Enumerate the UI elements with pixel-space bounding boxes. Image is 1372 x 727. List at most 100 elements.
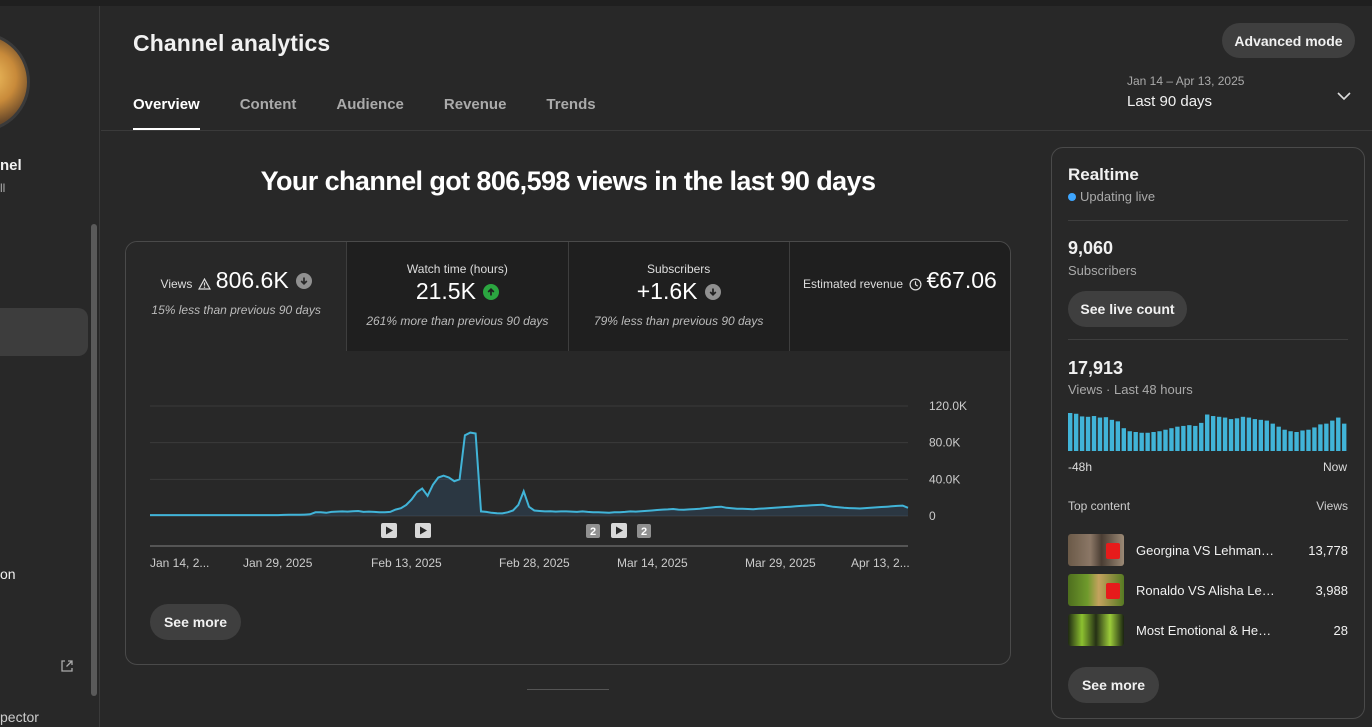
metric-label-wrap: Estimated revenue bbox=[803, 277, 922, 291]
sidebar-scrollbar[interactable] bbox=[91, 224, 97, 696]
realtime-bar[interactable] bbox=[1330, 420, 1335, 451]
top-content-item[interactable]: Ronaldo VS Alisha Lehm... 3,988 bbox=[1068, 574, 1348, 606]
realtime-bar[interactable] bbox=[1133, 432, 1138, 451]
metric-label: Estimated revenue bbox=[802, 277, 903, 291]
realtime-bar[interactable] bbox=[1073, 413, 1079, 451]
metric-estimated-revenue[interactable]: Estimated revenue €67.06 bbox=[789, 242, 1010, 351]
views-headline: Your channel got 806,598 views in the la… bbox=[260, 166, 876, 196]
tab-overview[interactable]: Overview bbox=[133, 96, 200, 130]
see-more-button[interactable]: See more bbox=[150, 604, 241, 640]
realtime-bar[interactable] bbox=[1312, 427, 1317, 451]
views-line[interactable] bbox=[150, 431, 909, 517]
scroll-indicator bbox=[527, 689, 609, 690]
realtime-bar[interactable] bbox=[1127, 431, 1132, 451]
realtime-see-more-button[interactable]: See more bbox=[1068, 667, 1159, 703]
realtime-bar[interactable] bbox=[1240, 416, 1246, 451]
realtime-bar[interactable] bbox=[1324, 423, 1329, 451]
date-range-picker[interactable]: Jan 14 – Apr 13, 2025 Last 90 days bbox=[1127, 74, 1352, 118]
realtime-bar[interactable] bbox=[1085, 416, 1091, 451]
realtime-bar[interactable] bbox=[1294, 432, 1299, 451]
metric-watch-time[interactable]: Watch time (hours) 21.5K 261% more than … bbox=[347, 242, 569, 351]
video-count-marker[interactable]: 2 bbox=[586, 524, 600, 538]
tab-revenue[interactable]: Revenue bbox=[443, 96, 507, 113]
metric-value: 806.6K bbox=[215, 267, 289, 293]
metric-value-wrap: +1.6K bbox=[637, 278, 721, 305]
sidebar-bottom-label[interactable]: pector bbox=[0, 709, 39, 725]
realtime-live-status: Updating live bbox=[1068, 189, 1155, 204]
top-content-item[interactable]: Georgina VS Lehmann V... 13,778 bbox=[1068, 534, 1348, 566]
realtime-bar[interactable] bbox=[1288, 431, 1293, 451]
realtime-bar[interactable] bbox=[1079, 416, 1085, 451]
chevron-down-icon[interactable] bbox=[1336, 88, 1352, 104]
realtime-bar[interactable] bbox=[1282, 429, 1287, 451]
channel-avatar[interactable] bbox=[0, 32, 30, 132]
realtime-bar[interactable] bbox=[1276, 426, 1281, 451]
realtime-bar[interactable] bbox=[1181, 425, 1186, 451]
realtime-bar[interactable] bbox=[1109, 419, 1115, 451]
warning-icon[interactable] bbox=[198, 278, 212, 290]
realtime-bar[interactable] bbox=[1270, 423, 1275, 451]
realtime-views-bars[interactable] bbox=[1068, 413, 1348, 451]
realtime-bar[interactable] bbox=[1121, 428, 1126, 451]
realtime-bar[interactable] bbox=[1115, 421, 1121, 451]
tab-trends[interactable]: Trends bbox=[546, 96, 596, 113]
views-chart[interactable]: 120.0K 80.0K 40.0K 0 2 2 Jan 14, 2... Jan 29, 2… bbox=[126, 351, 1011, 591]
realtime-bar[interactable] bbox=[1163, 429, 1168, 451]
axis-end-label: Now bbox=[1322, 460, 1347, 474]
realtime-bar[interactable] bbox=[1097, 417, 1103, 451]
realtime-bar[interactable] bbox=[1145, 432, 1150, 451]
metric-comparison: 261% more than previous 90 days bbox=[366, 314, 549, 328]
realtime-bar[interactable] bbox=[1264, 420, 1269, 451]
realtime-bar[interactable] bbox=[1222, 417, 1228, 451]
realtime-bar[interactable] bbox=[1068, 413, 1073, 451]
video-views: 28 bbox=[1333, 622, 1348, 638]
realtime-bar[interactable] bbox=[1103, 417, 1109, 451]
video-marker-icon[interactable] bbox=[381, 523, 397, 538]
advanced-mode-button[interactable]: Advanced mode bbox=[1222, 23, 1355, 58]
video-marker-icon[interactable] bbox=[611, 523, 627, 538]
realtime-bar[interactable] bbox=[1228, 419, 1234, 451]
subscribers-value: 9,060 bbox=[1068, 238, 1114, 258]
metric-label: Views bbox=[160, 277, 193, 291]
realtime-bar[interactable] bbox=[1199, 422, 1204, 451]
realtime-bar[interactable] bbox=[1151, 432, 1156, 451]
realtime-bar[interactable] bbox=[1210, 416, 1216, 451]
realtime-bar[interactable] bbox=[1091, 416, 1097, 451]
x-tick-label: Mar 14, 2025 bbox=[617, 556, 688, 570]
sidebar-item-analytics[interactable] bbox=[0, 308, 88, 356]
realtime-bar[interactable] bbox=[1175, 426, 1180, 451]
video-marker-icon[interactable] bbox=[415, 523, 431, 538]
realtime-bar[interactable] bbox=[1318, 424, 1323, 451]
video-count-marker[interactable]: 2 bbox=[637, 524, 651, 538]
realtime-bar[interactable] bbox=[1234, 418, 1240, 451]
realtime-bar[interactable] bbox=[1139, 432, 1144, 451]
realtime-bar[interactable] bbox=[1252, 419, 1258, 451]
sidebar-item-label[interactable]: on bbox=[0, 566, 16, 582]
realtime-bar[interactable] bbox=[1216, 416, 1222, 451]
external-link-icon[interactable] bbox=[60, 659, 74, 673]
metric-value-wrap: €67.06 bbox=[926, 267, 996, 294]
realtime-bar[interactable] bbox=[1300, 430, 1305, 451]
realtime-bar[interactable] bbox=[1169, 428, 1174, 451]
see-live-count-button[interactable]: See live count bbox=[1068, 291, 1187, 327]
top-content-item[interactable]: Most Emotional & Heartbrea... 28 bbox=[1068, 614, 1348, 646]
realtime-bar[interactable] bbox=[1342, 423, 1347, 451]
realtime-bar[interactable] bbox=[1336, 417, 1341, 451]
clock-icon[interactable] bbox=[909, 277, 922, 291]
tab-audience[interactable]: Audience bbox=[336, 96, 404, 113]
realtime-bar[interactable] bbox=[1246, 417, 1252, 451]
realtime-bar[interactable] bbox=[1193, 425, 1198, 451]
realtime-bar[interactable] bbox=[1205, 414, 1210, 451]
x-tick-label: Apr 13, 2... bbox=[851, 556, 910, 570]
shorts-icon bbox=[1106, 583, 1120, 599]
tab-content[interactable]: Content bbox=[239, 96, 297, 113]
metric-value: 21.5K bbox=[415, 278, 476, 304]
divider bbox=[1068, 339, 1348, 340]
realtime-bar[interactable] bbox=[1258, 419, 1263, 451]
metric-views[interactable]: Views 806.6K 15% less than previous 90 d… bbox=[126, 242, 348, 351]
realtime-bar[interactable] bbox=[1187, 425, 1192, 451]
realtime-bar[interactable] bbox=[1306, 429, 1311, 451]
realtime-panel: Realtime Updating live 9,060 Subscribers… bbox=[1051, 147, 1365, 719]
realtime-bar[interactable] bbox=[1157, 431, 1162, 451]
metric-subscribers[interactable]: Subscribers +1.6K 79% less than previous… bbox=[568, 242, 790, 351]
